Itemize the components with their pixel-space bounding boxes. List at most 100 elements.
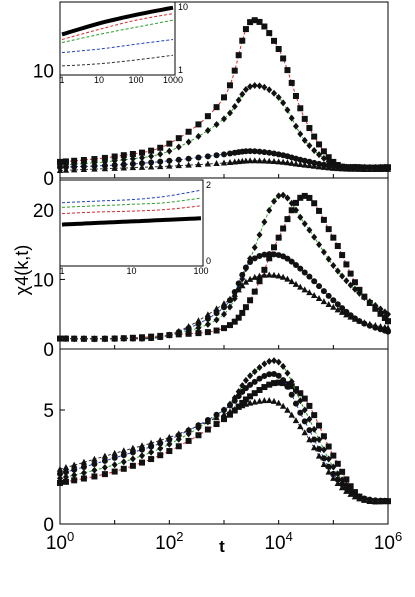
x-tick-label: 102 xyxy=(155,529,183,554)
inset-series-line xyxy=(61,189,202,204)
data-point xyxy=(325,455,332,463)
data-point xyxy=(288,383,295,390)
data-point xyxy=(301,395,308,402)
y-tick-label: 0 xyxy=(43,340,54,361)
data-point xyxy=(288,199,295,207)
data-point xyxy=(306,162,313,169)
data-point xyxy=(251,368,258,376)
data-point xyxy=(139,160,145,167)
data-point xyxy=(316,283,323,290)
data-point xyxy=(242,385,249,392)
data-point xyxy=(301,157,308,164)
inset-frame xyxy=(59,1,176,76)
data-point xyxy=(80,335,88,342)
inset-y-tick-label: 0 xyxy=(206,256,211,266)
data-point xyxy=(251,390,258,397)
data-point xyxy=(147,334,155,341)
data-point xyxy=(325,164,332,171)
data-point xyxy=(284,383,291,390)
data-point xyxy=(251,157,258,164)
data-point xyxy=(251,82,258,90)
data-point xyxy=(91,460,98,467)
data-point xyxy=(311,278,318,285)
data-point xyxy=(280,55,287,62)
data-point xyxy=(251,273,258,280)
data-point xyxy=(261,251,268,258)
data-point xyxy=(266,251,273,258)
data-point xyxy=(226,150,233,157)
data-point xyxy=(221,325,227,332)
data-point xyxy=(284,275,291,282)
data-point xyxy=(235,96,242,104)
data-point xyxy=(292,261,299,268)
data-point xyxy=(310,162,318,169)
x-tick-label: 104 xyxy=(264,529,292,554)
data-point xyxy=(275,399,282,406)
data-point xyxy=(185,426,192,433)
data-point xyxy=(221,310,227,318)
data-point xyxy=(361,293,368,301)
data-point xyxy=(288,411,295,418)
data-point xyxy=(266,397,273,404)
data-point xyxy=(247,83,254,91)
data-point xyxy=(361,319,368,326)
data-point xyxy=(315,295,323,302)
data-point xyxy=(129,150,136,157)
data-point xyxy=(204,153,211,160)
data-point xyxy=(71,466,78,473)
data-point xyxy=(221,151,227,158)
data-point xyxy=(129,455,136,463)
data-point xyxy=(195,432,202,439)
data-point xyxy=(226,322,233,329)
data-point xyxy=(280,99,287,107)
data-point xyxy=(195,132,202,140)
data-point xyxy=(280,191,287,199)
data-point xyxy=(343,277,350,285)
data-point xyxy=(311,412,318,419)
data-point xyxy=(221,416,227,423)
data-point xyxy=(185,128,192,135)
data-point xyxy=(221,407,227,413)
data-point xyxy=(320,460,328,467)
data-point xyxy=(288,79,295,86)
data-point xyxy=(347,165,354,172)
data-point xyxy=(325,301,332,308)
data-point xyxy=(175,443,182,450)
data-point xyxy=(175,135,182,142)
y-tick-label: 10 xyxy=(33,270,54,291)
data-point xyxy=(70,335,78,342)
data-point xyxy=(270,271,278,278)
data-point xyxy=(111,461,118,469)
data-point xyxy=(242,376,249,384)
data-point xyxy=(351,493,359,500)
data-point xyxy=(320,455,327,462)
data-point xyxy=(280,377,287,384)
data-point xyxy=(213,152,220,159)
data-point xyxy=(366,320,374,327)
data-point xyxy=(310,444,318,451)
data-point xyxy=(204,160,212,167)
y-tick-label: 0 xyxy=(43,169,54,190)
data-point xyxy=(256,272,263,279)
data-point xyxy=(301,220,308,228)
data-point xyxy=(235,403,242,410)
data-point xyxy=(384,165,392,172)
data-point xyxy=(220,300,228,307)
data-point xyxy=(301,406,308,414)
data-point xyxy=(311,233,318,241)
data-point xyxy=(80,464,87,470)
inset-series-line xyxy=(61,13,174,40)
data-point xyxy=(101,165,109,172)
data-point xyxy=(320,163,328,170)
data-point xyxy=(271,357,278,365)
data-point xyxy=(148,152,155,160)
data-point xyxy=(80,166,88,173)
data-point xyxy=(275,151,282,158)
data-point xyxy=(271,380,278,387)
data-point xyxy=(231,318,238,325)
data-point xyxy=(330,303,337,310)
data-point xyxy=(351,315,359,322)
data-point xyxy=(129,335,137,342)
data-point xyxy=(297,423,304,430)
data-point xyxy=(306,158,313,165)
